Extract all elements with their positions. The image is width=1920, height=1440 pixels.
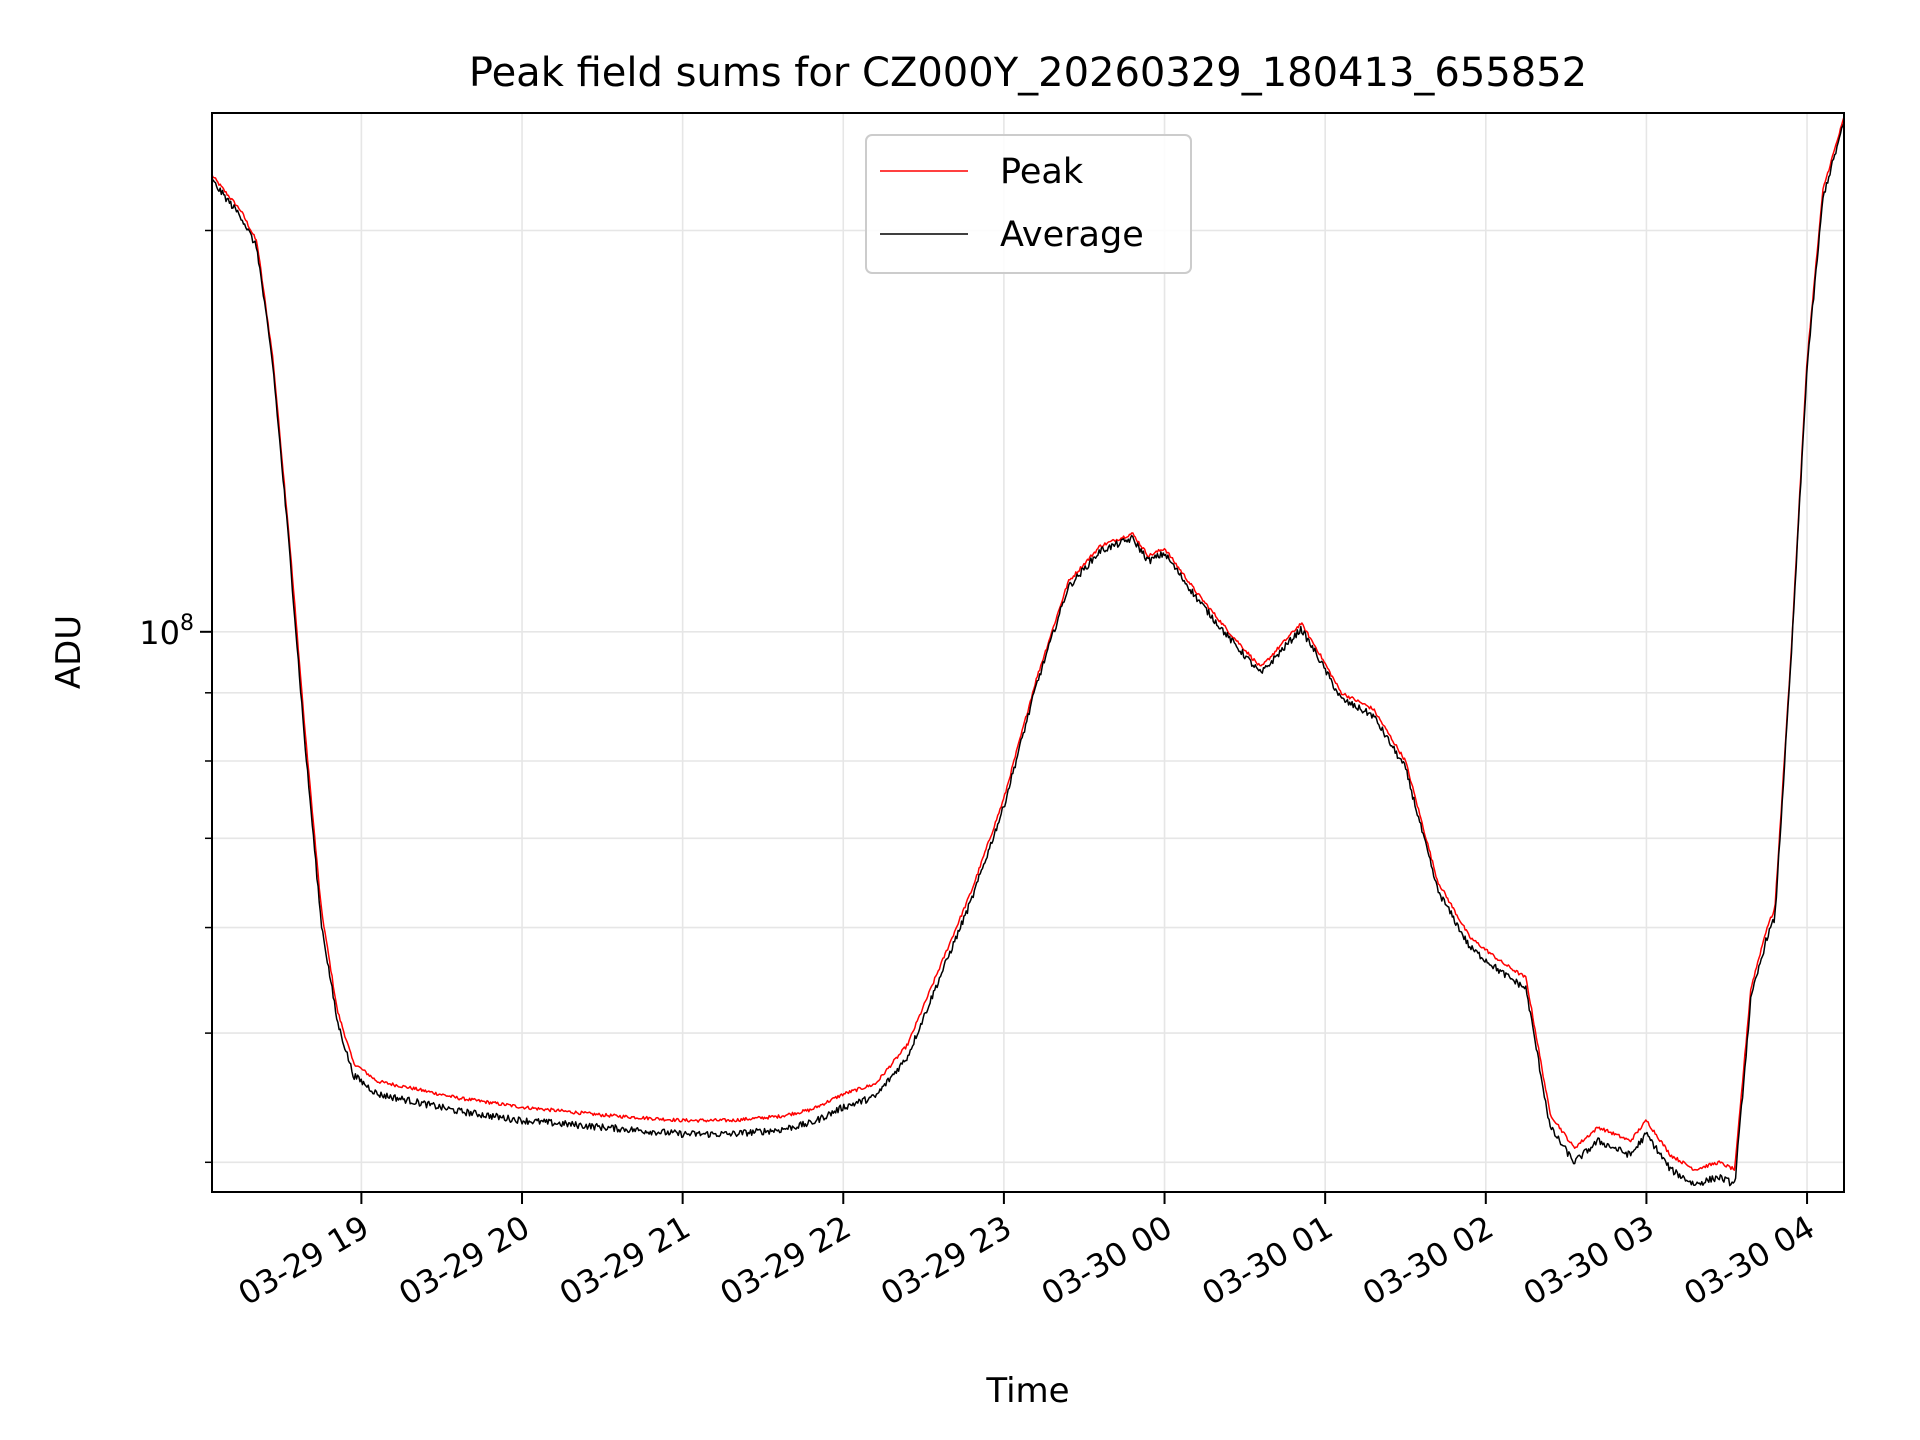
- plot-frame: [211, 112, 1845, 1193]
- y-tick-label: 108: [139, 611, 194, 652]
- legend-label-peak: Peak: [1000, 152, 1084, 192]
- legend: Peak Average: [865, 134, 1192, 274]
- legend-box: [865, 134, 1192, 274]
- y-axis: 108: [139, 229, 212, 1164]
- grid: [212, 113, 1844, 1192]
- series-layer: [212, 116, 1844, 1187]
- series-line-average: [212, 122, 1844, 1187]
- chart-title: Peak field sums for CZ000Y_20260329_1804…: [469, 50, 1587, 96]
- x-axis-label: Time: [985, 1371, 1069, 1411]
- y-axis-label: ADU: [49, 615, 89, 689]
- legend-label-average: Average: [1000, 215, 1144, 255]
- series-line-peak: [212, 116, 1844, 1171]
